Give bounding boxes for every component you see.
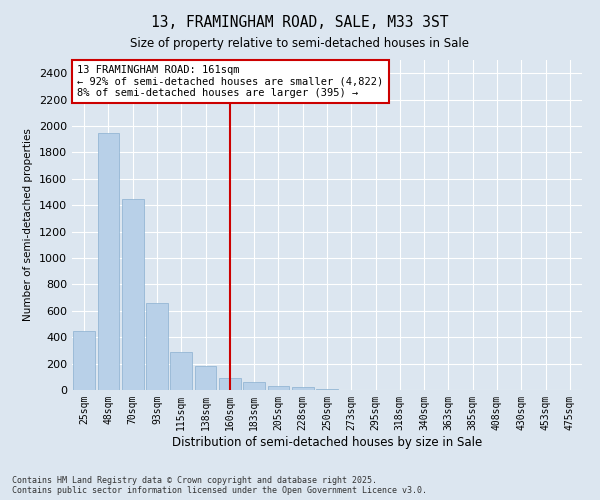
Bar <box>73 330 95 390</box>
X-axis label: Distribution of semi-detached houses by size in Sale: Distribution of semi-detached houses by … <box>172 436 482 448</box>
Y-axis label: Number of semi-detached properties: Number of semi-detached properties <box>23 128 34 322</box>
Bar <box>243 382 265 390</box>
Bar <box>170 352 192 390</box>
Text: 13 FRAMINGHAM ROAD: 161sqm
← 92% of semi-detached houses are smaller (4,822)
8% : 13 FRAMINGHAM ROAD: 161sqm ← 92% of semi… <box>77 65 383 98</box>
Text: 13, FRAMINGHAM ROAD, SALE, M33 3ST: 13, FRAMINGHAM ROAD, SALE, M33 3ST <box>151 15 449 30</box>
Bar <box>316 388 338 390</box>
Bar <box>122 198 143 390</box>
Text: Contains HM Land Registry data © Crown copyright and database right 2025.
Contai: Contains HM Land Registry data © Crown c… <box>12 476 427 495</box>
Bar <box>194 366 217 390</box>
Text: Size of property relative to semi-detached houses in Sale: Size of property relative to semi-detach… <box>131 38 470 51</box>
Bar <box>97 132 119 390</box>
Bar <box>219 378 241 390</box>
Bar <box>292 388 314 390</box>
Bar <box>146 303 168 390</box>
Bar <box>268 386 289 390</box>
